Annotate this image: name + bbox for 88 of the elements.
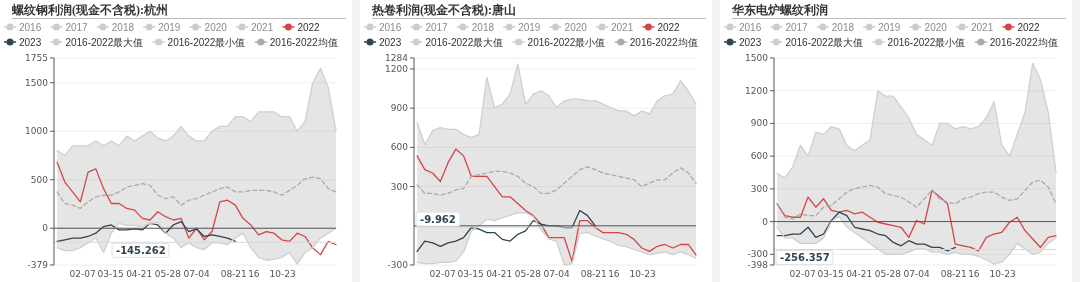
- legend-label: 2016-2022最小值: [887, 36, 966, 48]
- y-tick-label: 500: [30, 174, 49, 185]
- y-tick-label: 300: [750, 183, 769, 194]
- x-tick-label: 10-23: [269, 269, 296, 279]
- x-tick-label: 03-15: [457, 269, 484, 279]
- y-tick-label: 1000: [25, 126, 49, 137]
- y-tick-label: 1200: [385, 63, 409, 74]
- legend-label: 2016-2022最小值: [527, 36, 606, 48]
- y-tick-label: -398: [747, 260, 769, 270]
- legend-label: 2016-2022最小值: [167, 36, 246, 48]
- legend-label: 2018: [111, 21, 135, 33]
- x-tick-label: 07-04: [183, 269, 210, 279]
- y-tick-label: 600: [750, 151, 769, 162]
- legend-label: 2021: [251, 21, 274, 33]
- line-series: [56, 176, 337, 210]
- legend-label: 2019: [878, 21, 901, 33]
- x-tick-label: 07-04: [903, 269, 930, 279]
- chart-title: 热卷利润(现金不含税):唐山: [371, 3, 516, 17]
- legend-label: 2023: [19, 36, 42, 48]
- ref-line-label: -9.962: [420, 213, 456, 225]
- legend-label: 2016-2022均值: [629, 36, 698, 48]
- legend-label: 2016: [19, 21, 42, 33]
- line-series: [416, 148, 697, 263]
- y-tick-label: 300: [390, 181, 409, 192]
- legend-label: 2017: [785, 21, 809, 33]
- legend-label: 2017: [65, 21, 89, 33]
- y-tick-label: 600: [390, 142, 409, 153]
- legend-label: 2016: [739, 21, 762, 33]
- legend-label: 2017: [425, 21, 449, 33]
- x-tick-label: 16: [608, 269, 620, 279]
- y-tick-label: -300: [387, 260, 409, 270]
- legend-label: 2023: [379, 36, 402, 48]
- y-tick-label: -379: [27, 260, 49, 270]
- chart-title: 螺纹钢利润(现金不含税):杭州: [11, 3, 168, 17]
- y-tick-label: 0: [762, 216, 769, 227]
- x-tick-label: 02-07: [789, 269, 816, 279]
- legend-label: 2020: [924, 21, 948, 33]
- x-tick-label: 08-21: [220, 269, 247, 279]
- x-tick-label: 02-07: [69, 269, 96, 279]
- y-tick-label: 900: [750, 118, 769, 129]
- legend-label: 2016-2022最大值: [425, 36, 504, 48]
- ref-line-label: -145.262: [116, 244, 166, 256]
- x-tick-label: 10-23: [629, 269, 656, 279]
- legend-label: 2016-2022最大值: [65, 36, 144, 48]
- line-series: [56, 220, 236, 243]
- legend-label: 2020: [204, 21, 228, 33]
- y-tick-label: 1200: [745, 85, 769, 96]
- x-tick-label: 02-07: [429, 269, 456, 279]
- y-tick-label: 1284: [385, 53, 409, 63]
- x-tick-label: 05-28: [154, 269, 182, 279]
- legend-label: 2016-2022均值: [269, 36, 338, 48]
- x-tick-label: 03-15: [817, 269, 844, 279]
- legend-label: 2018: [831, 21, 855, 33]
- legend-label: 2022: [297, 21, 321, 33]
- line-series: [416, 166, 697, 196]
- x-tick-label: 16: [248, 269, 260, 279]
- legend-label: 2021: [611, 21, 634, 33]
- legend-label: 2016-2022均值: [989, 36, 1058, 48]
- x-tick-label: 10-23: [989, 269, 1016, 279]
- legend-label: 2021: [971, 21, 994, 33]
- x-tick-label: 05-28: [874, 269, 902, 279]
- x-tick-label: 05-28: [514, 269, 542, 279]
- legend-label: 2018: [471, 21, 495, 33]
- x-tick-label: 04-21: [486, 269, 513, 279]
- y-tick-label: -300: [747, 249, 769, 260]
- y-tick-label: 900: [390, 103, 409, 114]
- x-tick-label: 04-21: [126, 269, 153, 279]
- y-tick-label: 1500: [25, 77, 49, 88]
- legend-label: 2016-2022最大值: [785, 36, 864, 48]
- legend-label: 2016: [379, 21, 402, 33]
- x-tick-label: 03-15: [97, 269, 124, 279]
- x-tick-label: 07-04: [543, 269, 570, 279]
- x-tick-label: 08-21: [940, 269, 967, 279]
- legend-label: 2020: [564, 21, 588, 33]
- x-tick-label: 08-21: [580, 269, 607, 279]
- legend-label: 2019: [158, 21, 181, 33]
- y-tick-label: 1755: [25, 53, 48, 63]
- x-tick-label: 16: [968, 269, 980, 279]
- x-tick-label: 04-21: [846, 269, 873, 279]
- legend-label: 2023: [739, 36, 762, 48]
- legend-label: 2022: [1017, 21, 1041, 33]
- chart-title: 华东电炉螺纹利润: [731, 3, 828, 17]
- legend-label: 2022: [657, 21, 681, 33]
- y-tick-label: 0: [42, 223, 49, 234]
- line-series: [776, 211, 956, 252]
- y-tick-label: 1500: [745, 53, 769, 63]
- legend-label: 2019: [518, 21, 541, 33]
- ref-line-label: -256.357: [780, 252, 830, 264]
